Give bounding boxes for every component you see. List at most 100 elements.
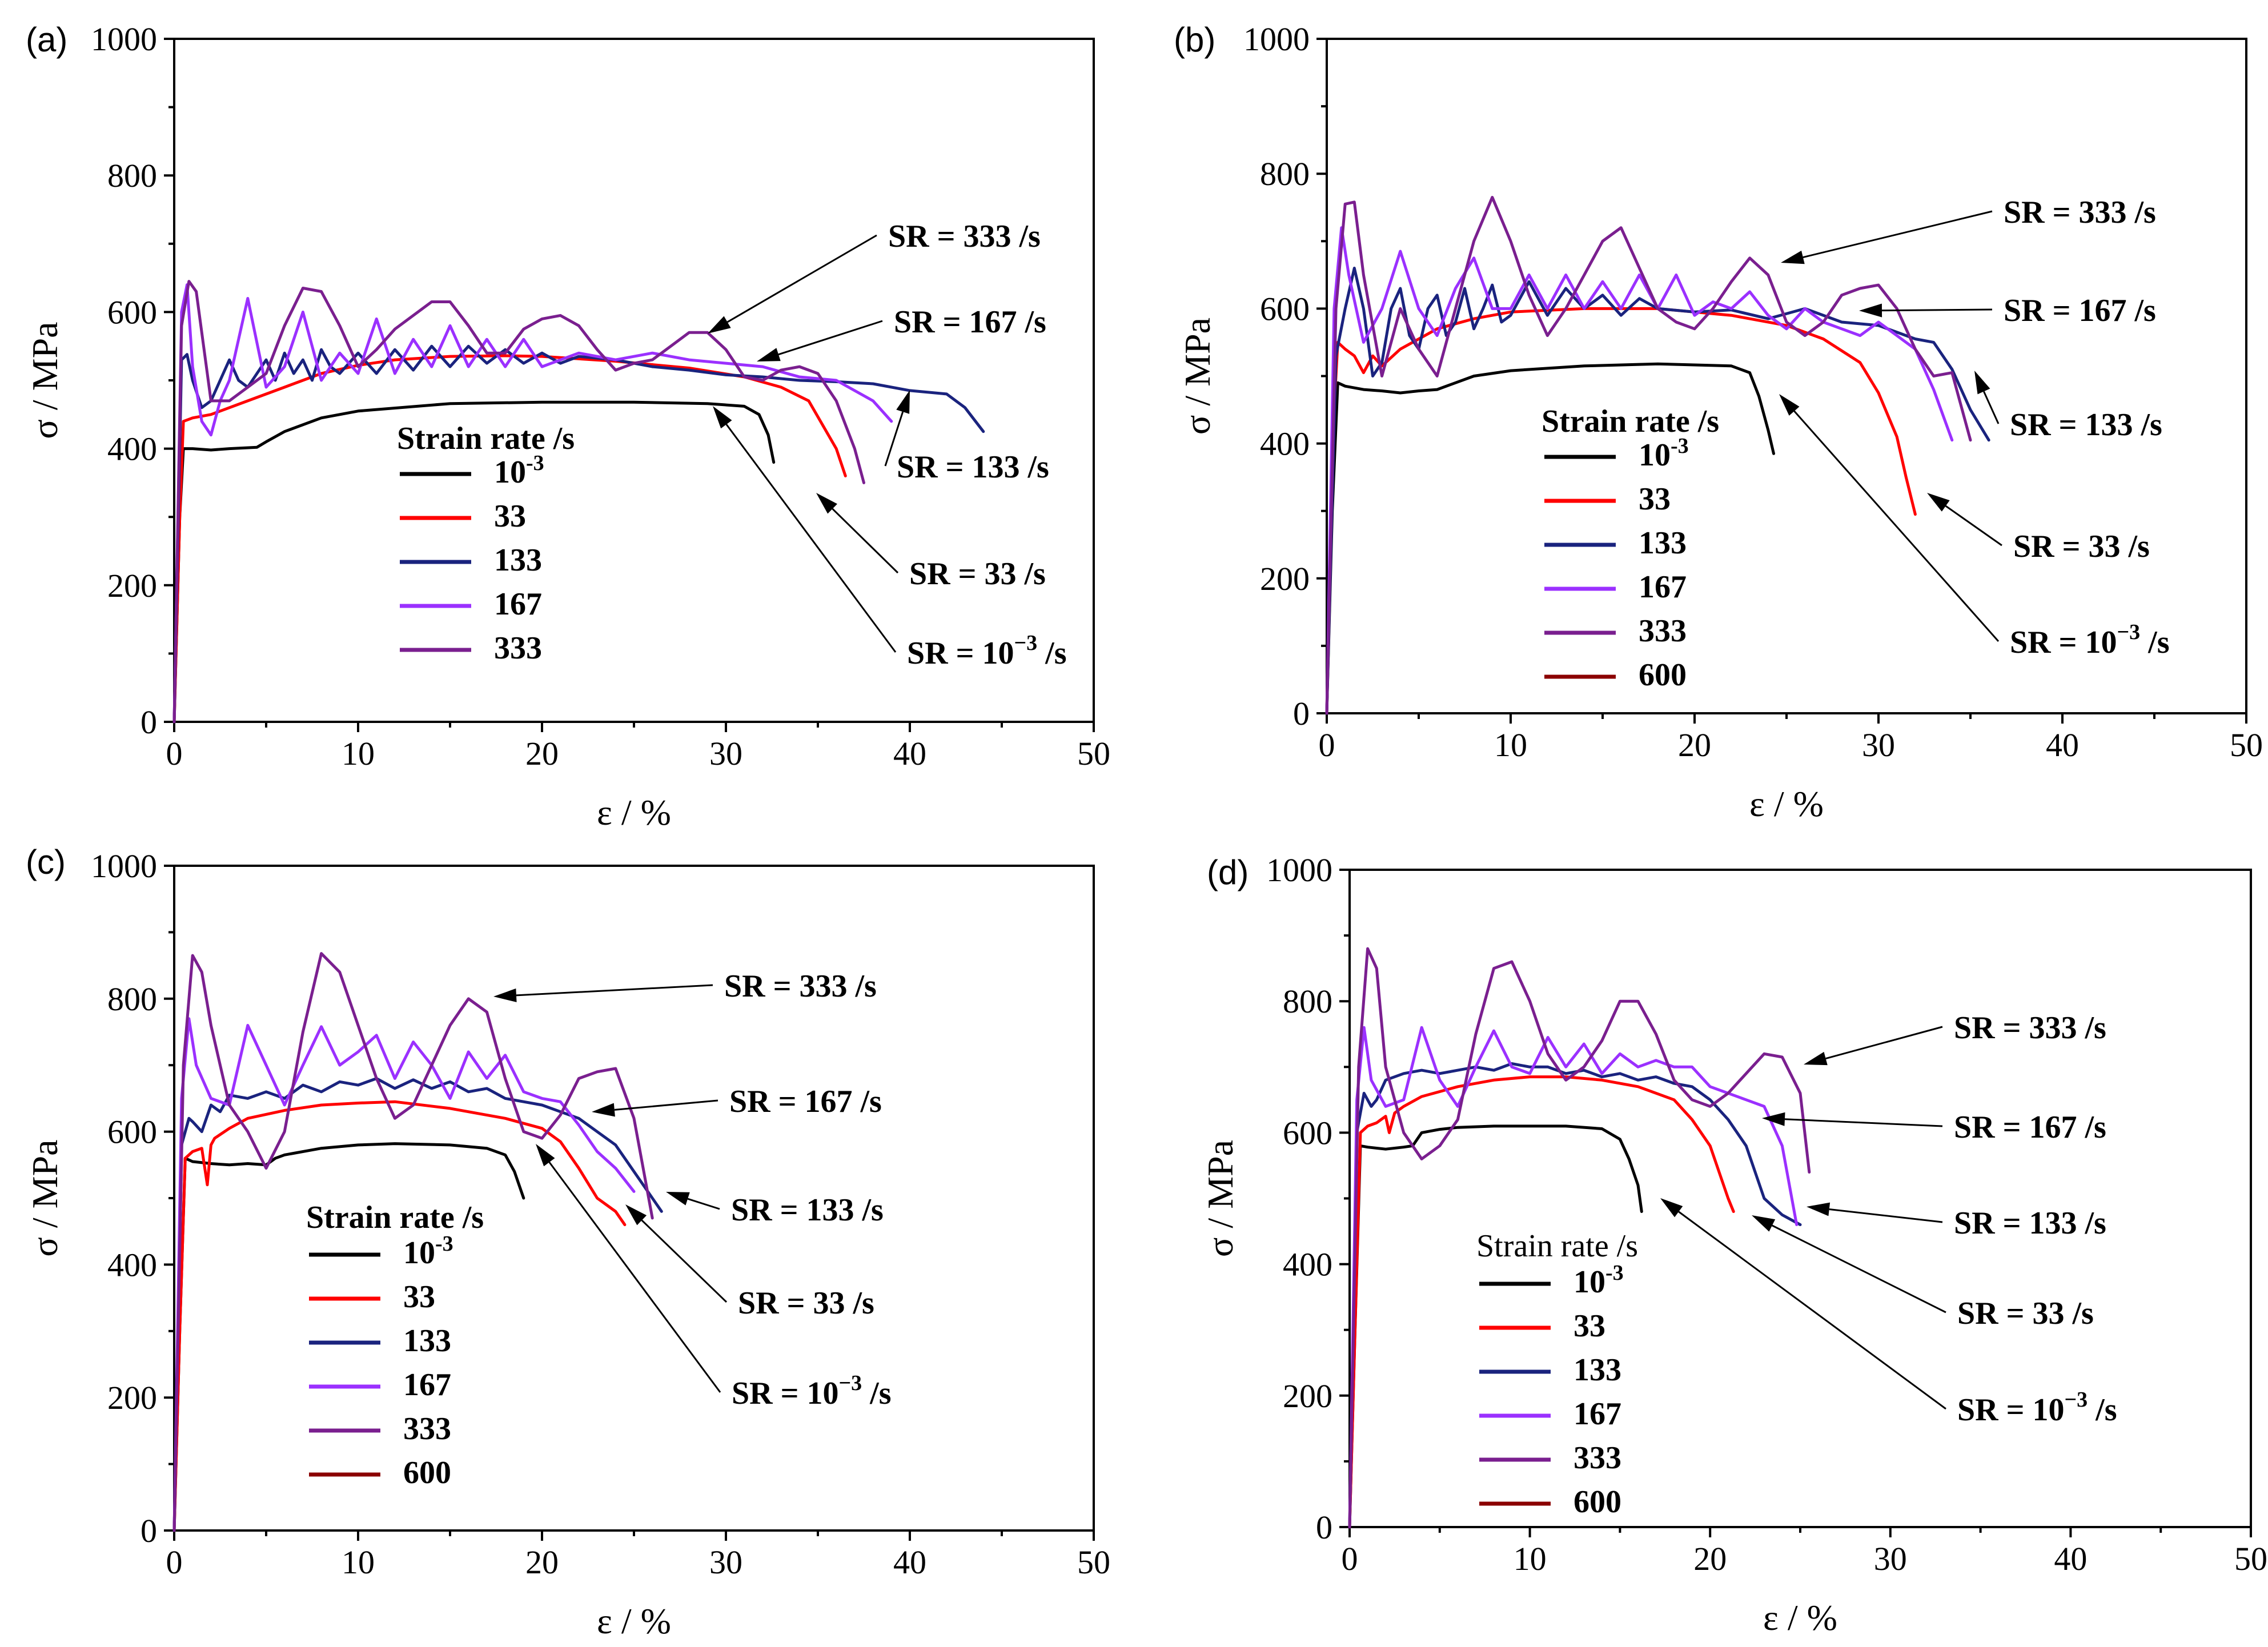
y-tick-label: 800 (1260, 155, 1310, 192)
annotation-label: SR = 167 /s (1954, 1110, 2106, 1145)
y-tick-label: 1000 (1243, 21, 1310, 58)
legend-title: Strain rate /s (1542, 404, 1719, 439)
x-tick-label: 0 (1319, 726, 1335, 764)
annotation-arrow (1793, 410, 2000, 642)
legend-label: 600 (1639, 657, 1687, 693)
y-tick-label: 600 (1283, 1114, 1332, 1151)
x-tick-label: 0 (166, 735, 183, 772)
y-tick-label: 1000 (91, 21, 157, 58)
series-line-10-3 (1325, 362, 1775, 715)
legend-label: 333 (1573, 1440, 1621, 1476)
y-axis-label: σ / MPa (25, 322, 65, 439)
series-line-33 (172, 354, 847, 724)
legend-label: 333 (494, 630, 542, 666)
series-line-10-3 (1348, 1124, 1643, 1529)
legend-title: Strain rate /s (306, 1200, 484, 1235)
legend-label: 133 (1639, 525, 1687, 561)
y-tick-label: 800 (107, 981, 157, 1018)
legend-label: 33 (1573, 1308, 1605, 1344)
annotation-label: SR = 33 /s (2013, 529, 2150, 564)
annotation-arrowhead (1752, 1215, 1776, 1232)
annotation-arrowhead (493, 988, 517, 1002)
plot-frame (1326, 38, 2247, 714)
x-tick-label: 0 (1342, 1540, 1358, 1577)
annotation-label: SR = 133 /s (1954, 1206, 2106, 1241)
y-tick-label: 200 (1283, 1377, 1332, 1415)
series-line-333 (172, 952, 654, 1532)
x-tick-label: 30 (709, 735, 742, 772)
panel-label: (b) (1174, 21, 1215, 59)
legend-label: 167 (1639, 569, 1687, 605)
legend-label: 10-3 (494, 451, 544, 490)
annotation-arrowhead (816, 493, 837, 514)
x-tick-label: 10 (1494, 726, 1527, 764)
series-line-167 (172, 283, 893, 724)
legend-label: 133 (403, 1323, 451, 1359)
annotation-arrowhead (592, 1103, 615, 1117)
annotation-arrowhead (708, 316, 731, 334)
plot-frame (1348, 869, 2252, 1528)
x-tick-label: 30 (1862, 726, 1895, 764)
annotation-label: SR = 10−3 /s (907, 631, 1067, 671)
legend-label: 167 (494, 587, 542, 622)
x-tick-label: 40 (2046, 726, 2079, 764)
x-tick-label: 30 (709, 1544, 742, 1581)
legend-label: 333 (403, 1411, 451, 1447)
x-tick-label: 10 (342, 1544, 375, 1581)
series-line-10-3 (172, 1142, 525, 1532)
annotation-arrow (1784, 1118, 1943, 1127)
annotation-arrowhead (1859, 303, 1882, 318)
y-tick-label: 0 (141, 704, 157, 741)
annotation-label: SR = 33 /s (1957, 1296, 2094, 1331)
legend-title: Strain rate /s (1476, 1228, 1638, 1264)
annotation-arrowhead (1762, 1112, 1785, 1126)
annotation-arrowhead (1660, 1198, 1683, 1218)
y-tick-label: 400 (107, 1246, 157, 1283)
x-tick-label: 40 (2054, 1540, 2087, 1577)
annotation-arrowhead (1927, 493, 1950, 512)
annotation-arrow (516, 984, 713, 997)
annotation-label: SR = 333 /s (724, 969, 877, 1004)
annotation-arrow (641, 1219, 728, 1303)
y-tick-label: 400 (1283, 1246, 1332, 1283)
annotation-arrow (1803, 210, 1993, 259)
annotation-arrowhead (625, 1204, 647, 1226)
series-line-167 (172, 1017, 636, 1532)
x-tick-label: 40 (893, 735, 926, 772)
y-tick-label: 400 (1260, 425, 1310, 463)
annotation-label: SR = 333 /s (888, 219, 1041, 254)
legend-label: 167 (1573, 1396, 1621, 1432)
x-tick-label: 50 (1077, 1544, 1110, 1581)
annotation-label: SR = 167 /s (729, 1084, 882, 1119)
annotation-arrowhead (1779, 394, 1800, 416)
annotation-arrowhead (1807, 1202, 1831, 1216)
chart-panel-1: (b) 0 10 20 30 40 50 0 200 400 600 800 1000 ε / % σ / … (1174, 21, 2263, 824)
x-axis-label: ε / % (1749, 784, 1824, 824)
y-axis-label: σ / MPa (1200, 1140, 1241, 1257)
annotation-arrow (1678, 1211, 1946, 1410)
series-line-10-3 (172, 400, 776, 724)
x-axis-label: ε / % (597, 1601, 671, 1641)
y-tick-label: 800 (1283, 983, 1332, 1020)
legend-label: 600 (403, 1455, 451, 1491)
annotation-arrow (548, 1162, 721, 1393)
legend-label: 10-3 (1573, 1261, 1624, 1300)
y-tick-label: 800 (107, 157, 157, 194)
annotation-label: SR = 33 /s (909, 556, 1046, 592)
x-tick-label: 50 (2230, 726, 2263, 764)
legend-label: 33 (403, 1279, 435, 1315)
series-line-33 (172, 1100, 627, 1532)
series-line-133 (1348, 1062, 1802, 1529)
x-tick-label: 40 (893, 1544, 926, 1581)
legend-label: 133 (494, 543, 542, 578)
annotation-label: SR = 333 /s (2004, 195, 2156, 230)
y-tick-label: 200 (107, 567, 157, 604)
annotation-arrowhead (1974, 371, 1990, 395)
annotation-arrowhead (757, 348, 781, 361)
y-tick-label: 600 (107, 294, 157, 331)
series-line-333 (172, 280, 865, 724)
annotation-arrow (725, 424, 897, 653)
y-tick-label: 200 (107, 1379, 157, 1416)
series-line-133 (172, 1077, 663, 1532)
x-tick-label: 10 (1514, 1540, 1547, 1577)
